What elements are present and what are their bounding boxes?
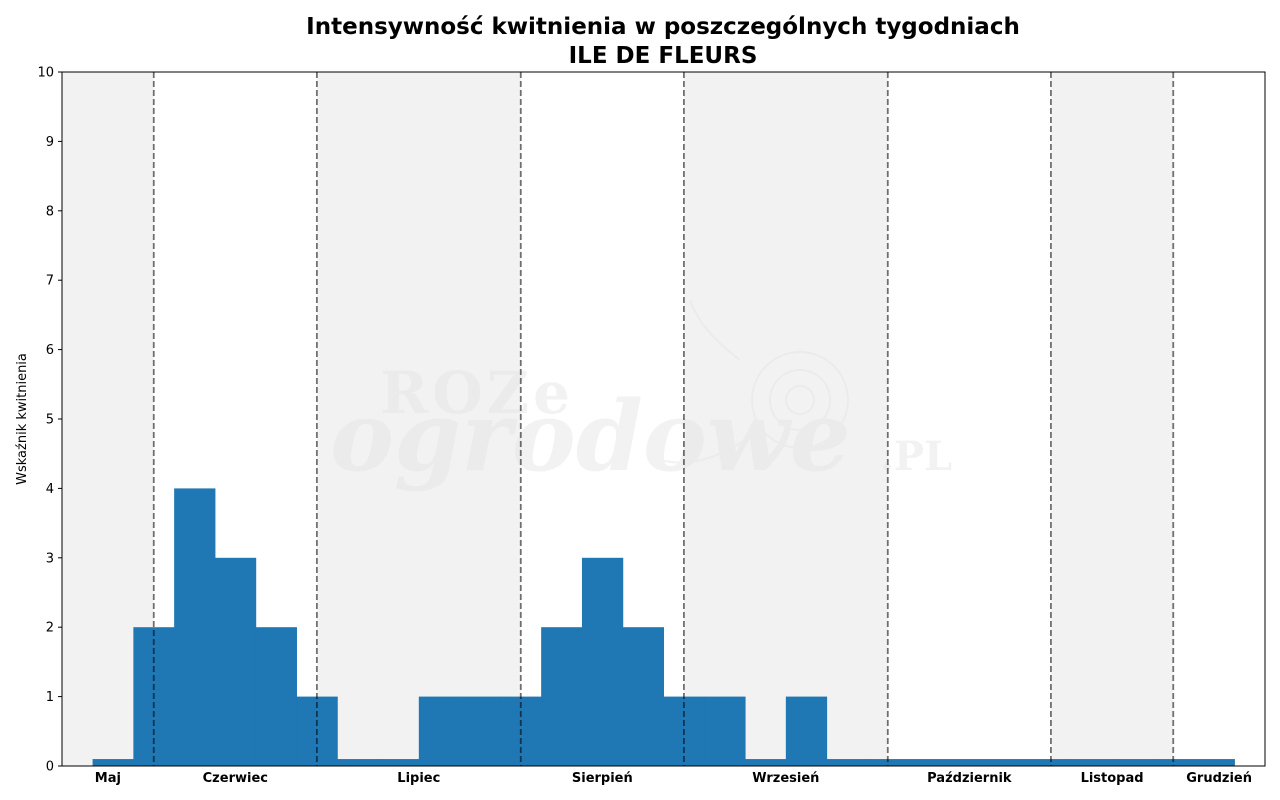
month-label-2: Lipiec bbox=[397, 771, 440, 786]
chart-subtitle: ILE DE FLEURS bbox=[569, 43, 758, 69]
y-tick-label-5: 5 bbox=[46, 413, 54, 428]
bar-week-22 bbox=[948, 759, 991, 766]
bar-week-23 bbox=[989, 759, 1032, 766]
month-label-3: Sierpień bbox=[572, 771, 633, 786]
y-tick-label-3: 3 bbox=[46, 551, 54, 566]
month-shade-4 bbox=[683, 72, 888, 766]
y-tick-label-10: 10 bbox=[37, 66, 54, 81]
month-label-7: Grudzień bbox=[1186, 771, 1252, 786]
bar-week-27 bbox=[1152, 759, 1195, 766]
y-tick-label-0: 0 bbox=[46, 760, 54, 775]
y-tick-label-4: 4 bbox=[46, 482, 54, 497]
bar-week-1 bbox=[92, 759, 134, 766]
bar-week-12 bbox=[541, 627, 583, 766]
chart-title: Intensywność kwitnienia w poszczególnych… bbox=[306, 14, 1020, 40]
watermark-suffix: .PL bbox=[880, 433, 952, 480]
month-label-0: Maj bbox=[95, 771, 121, 786]
y-tick-label-6: 6 bbox=[46, 343, 54, 358]
bar-week-5 bbox=[255, 627, 297, 766]
month-labels: Maj Czerwiec Lipiec Sierpień Wrzesień Paździe… bbox=[95, 771, 1252, 786]
bar-week-20 bbox=[867, 759, 909, 766]
month-shade-2 bbox=[316, 72, 521, 766]
bar-week-3 bbox=[174, 488, 216, 766]
bar-week-9 bbox=[418, 696, 461, 766]
bar-week-24 bbox=[1030, 759, 1072, 766]
watermark-line2: ogrodowe bbox=[330, 380, 851, 493]
bar-week-13 bbox=[581, 557, 624, 766]
bar-week-25 bbox=[1071, 759, 1113, 766]
bar-week-16 bbox=[704, 696, 746, 766]
month-label-6: Listopad bbox=[1081, 771, 1144, 786]
bar-week-18 bbox=[785, 696, 828, 766]
bar-week-8 bbox=[378, 759, 420, 766]
bar-week-7 bbox=[337, 759, 379, 766]
bar-week-26 bbox=[1112, 759, 1154, 766]
y-axis: 0 1 2 3 4 5 6 7 8 9 10 bbox=[37, 66, 62, 775]
bar-week-21 bbox=[908, 759, 950, 766]
bar-week-17 bbox=[745, 759, 787, 766]
month-label-5: Październik bbox=[927, 771, 1012, 786]
y-tick-label-9: 9 bbox=[46, 135, 54, 150]
bar-week-28 bbox=[1193, 759, 1235, 766]
bar-week-10 bbox=[459, 696, 501, 766]
month-shading bbox=[62, 72, 1174, 766]
watermark-rose-icon bbox=[659, 299, 849, 464]
y-tick-label-8: 8 bbox=[46, 204, 54, 219]
bar-week-14 bbox=[622, 627, 664, 766]
bar-week-4 bbox=[214, 557, 257, 766]
month-label-1: Czerwiec bbox=[203, 771, 268, 786]
watermark-line1: ROZe bbox=[380, 359, 574, 427]
y-tick-label-2: 2 bbox=[46, 621, 54, 636]
y-tick-label-1: 1 bbox=[46, 690, 54, 705]
month-label-4: Wrzesień bbox=[752, 771, 819, 786]
month-shade-6 bbox=[1050, 72, 1174, 766]
watermark-logo: ROZe ogrodowe .PL bbox=[330, 299, 952, 493]
month-boundaries bbox=[152, 72, 1175, 766]
y-tick-label-7: 7 bbox=[46, 274, 54, 289]
bar-week-19 bbox=[826, 759, 868, 766]
y-axis-label: Wskaźnik kwitnienia bbox=[15, 353, 30, 485]
